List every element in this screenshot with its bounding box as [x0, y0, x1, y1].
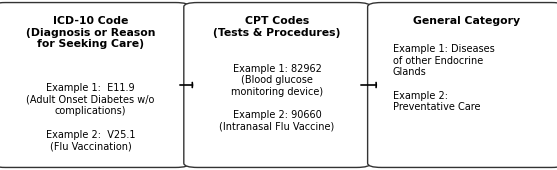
Text: ICD-10 Code
(Diagnosis or Reason
for Seeking Care): ICD-10 Code (Diagnosis or Reason for See… — [26, 16, 155, 49]
FancyBboxPatch shape — [368, 3, 557, 167]
FancyBboxPatch shape — [184, 3, 370, 167]
FancyBboxPatch shape — [0, 3, 189, 167]
Text: Example 1: Diseases
of other Endocrine
Glands

Example 2:
Preventative Care: Example 1: Diseases of other Endocrine G… — [393, 44, 495, 112]
Text: Example 1: 82962
(Blood glucose
monitoring device)

Example 2: 90660
(Intranasal: Example 1: 82962 (Blood glucose monitori… — [219, 64, 335, 132]
Text: General Category: General Category — [413, 16, 520, 26]
Text: CPT Codes
(Tests & Procedures): CPT Codes (Tests & Procedures) — [213, 16, 341, 38]
Text: Example 1:  E11.9
(Adult Onset Diabetes w/o
complications)

Example 2:  V25.1
(F: Example 1: E11.9 (Adult Onset Diabetes w… — [26, 83, 155, 151]
